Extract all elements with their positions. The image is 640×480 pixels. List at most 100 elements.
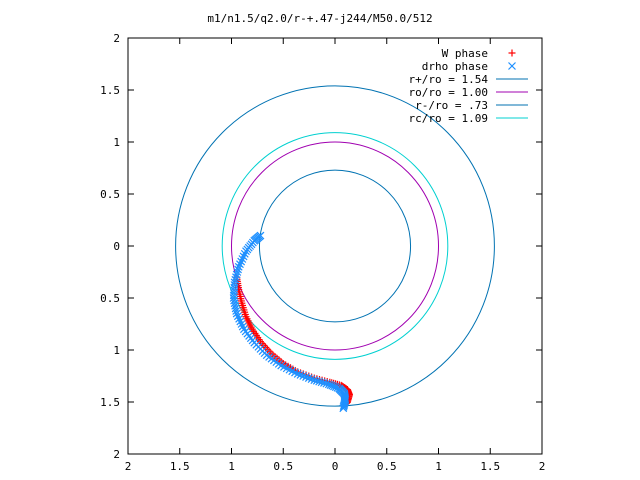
y-tick-label: 0.5 <box>100 188 120 201</box>
chart-title: m1/n1.5/q2.0/r-+.47-j244/M50.0/512 <box>207 12 432 25</box>
marker-stroke <box>293 369 302 378</box>
marker-stroke <box>508 62 516 70</box>
cross-marker <box>236 260 244 269</box>
marker-stroke <box>296 371 305 379</box>
axes: 2 1.5 1 0.5 0 0.5 1 1.5 221.510.500.511.52 <box>100 32 545 473</box>
cross-marker <box>293 369 302 378</box>
legend-label: ro/ro = 1.00 <box>409 86 488 99</box>
marker-stroke <box>280 363 288 371</box>
x-tick-label: 1.5 <box>170 460 190 473</box>
marker-stroke <box>302 373 310 381</box>
legend-label: drho phase <box>422 60 488 73</box>
marker-stroke <box>233 312 242 321</box>
marker-stroke <box>232 273 240 282</box>
cross-marker <box>299 372 308 380</box>
marker-stroke <box>229 288 238 297</box>
marker-stroke <box>340 401 348 410</box>
cross-marker <box>240 249 249 258</box>
marker-stroke <box>285 365 294 374</box>
cross-marker <box>508 62 516 70</box>
cross-marker <box>317 378 326 387</box>
y-tick-label: 1 <box>113 344 120 357</box>
marker-stroke <box>237 320 246 328</box>
circle-curve <box>231 141 439 351</box>
cross-marker <box>232 307 241 315</box>
x-tick-label: 1 <box>228 460 235 473</box>
y-tick-label: 1 <box>113 136 120 149</box>
marker-stroke <box>232 309 241 318</box>
marker-stroke <box>239 252 248 261</box>
marker-stroke <box>230 278 239 287</box>
marker-stroke <box>230 286 239 295</box>
x-tick-label: 0 <box>332 460 339 473</box>
cross-marker <box>315 377 324 386</box>
marker-stroke <box>232 270 241 279</box>
marker-stroke <box>322 379 331 388</box>
circle-curve <box>221 132 449 360</box>
drho-phase-series <box>229 231 350 413</box>
cross-marker <box>339 404 348 413</box>
legend-label: r-/ro = .73 <box>415 99 488 112</box>
marker-stroke <box>339 404 348 413</box>
marker-stroke <box>232 307 241 315</box>
marker-stroke <box>282 364 291 373</box>
marker-stroke <box>242 247 250 256</box>
cross-marker <box>304 374 313 383</box>
marker-stroke <box>230 281 239 289</box>
marker-stroke <box>238 322 247 331</box>
marker-stroke <box>231 275 240 284</box>
cross-marker <box>232 309 241 318</box>
data-series <box>229 231 353 413</box>
x-tick-label: 1.5 <box>480 460 500 473</box>
marker-stroke <box>233 268 242 276</box>
y-tick-label: 2 <box>113 32 120 45</box>
circle-curve <box>258 169 412 323</box>
marker-stroke <box>288 367 297 376</box>
cross-marker <box>238 322 247 331</box>
cross-marker <box>236 317 245 326</box>
y-tick-label: 0.5 <box>100 292 120 305</box>
marker-stroke <box>236 260 244 269</box>
plus-marker <box>508 49 516 57</box>
marker-stroke <box>299 372 308 380</box>
cross-marker <box>310 376 319 385</box>
marker-stroke <box>240 249 249 258</box>
marker-stroke <box>310 376 319 385</box>
marker-stroke <box>324 380 333 389</box>
marker-stroke <box>315 377 324 386</box>
cross-marker <box>307 375 316 384</box>
cross-marker <box>322 379 331 388</box>
marker-stroke <box>234 262 243 271</box>
cross-marker <box>233 312 242 321</box>
marker-stroke <box>331 383 340 392</box>
cross-marker <box>302 373 310 381</box>
marker-stroke <box>230 283 239 292</box>
marker-stroke <box>291 368 299 377</box>
marker-stroke <box>333 383 342 392</box>
marker-stroke <box>330 382 338 391</box>
cross-marker <box>339 402 348 411</box>
cross-marker <box>296 371 305 379</box>
y-tick-label: 0 <box>113 240 120 253</box>
marker-stroke <box>236 317 245 326</box>
marker-stroke <box>312 376 321 385</box>
circle-curves <box>175 85 495 407</box>
cross-marker <box>312 376 321 385</box>
y-tick-label: 1.5 <box>100 84 120 97</box>
marker-stroke <box>307 375 316 384</box>
marker-stroke <box>277 361 286 370</box>
marker-stroke <box>328 381 337 390</box>
cross-marker <box>235 314 244 323</box>
marker-stroke <box>234 265 242 274</box>
y-tick-label: 1.5 <box>100 396 120 409</box>
y-tick-label: 2 <box>113 448 120 461</box>
circle-curve <box>175 85 495 407</box>
marker-stroke <box>317 378 326 387</box>
x-tick-label: 1 <box>435 460 442 473</box>
cross-marker <box>320 379 328 387</box>
marker-stroke <box>320 379 328 387</box>
marker-stroke <box>304 374 313 383</box>
x-tick-label: 2 <box>539 460 546 473</box>
